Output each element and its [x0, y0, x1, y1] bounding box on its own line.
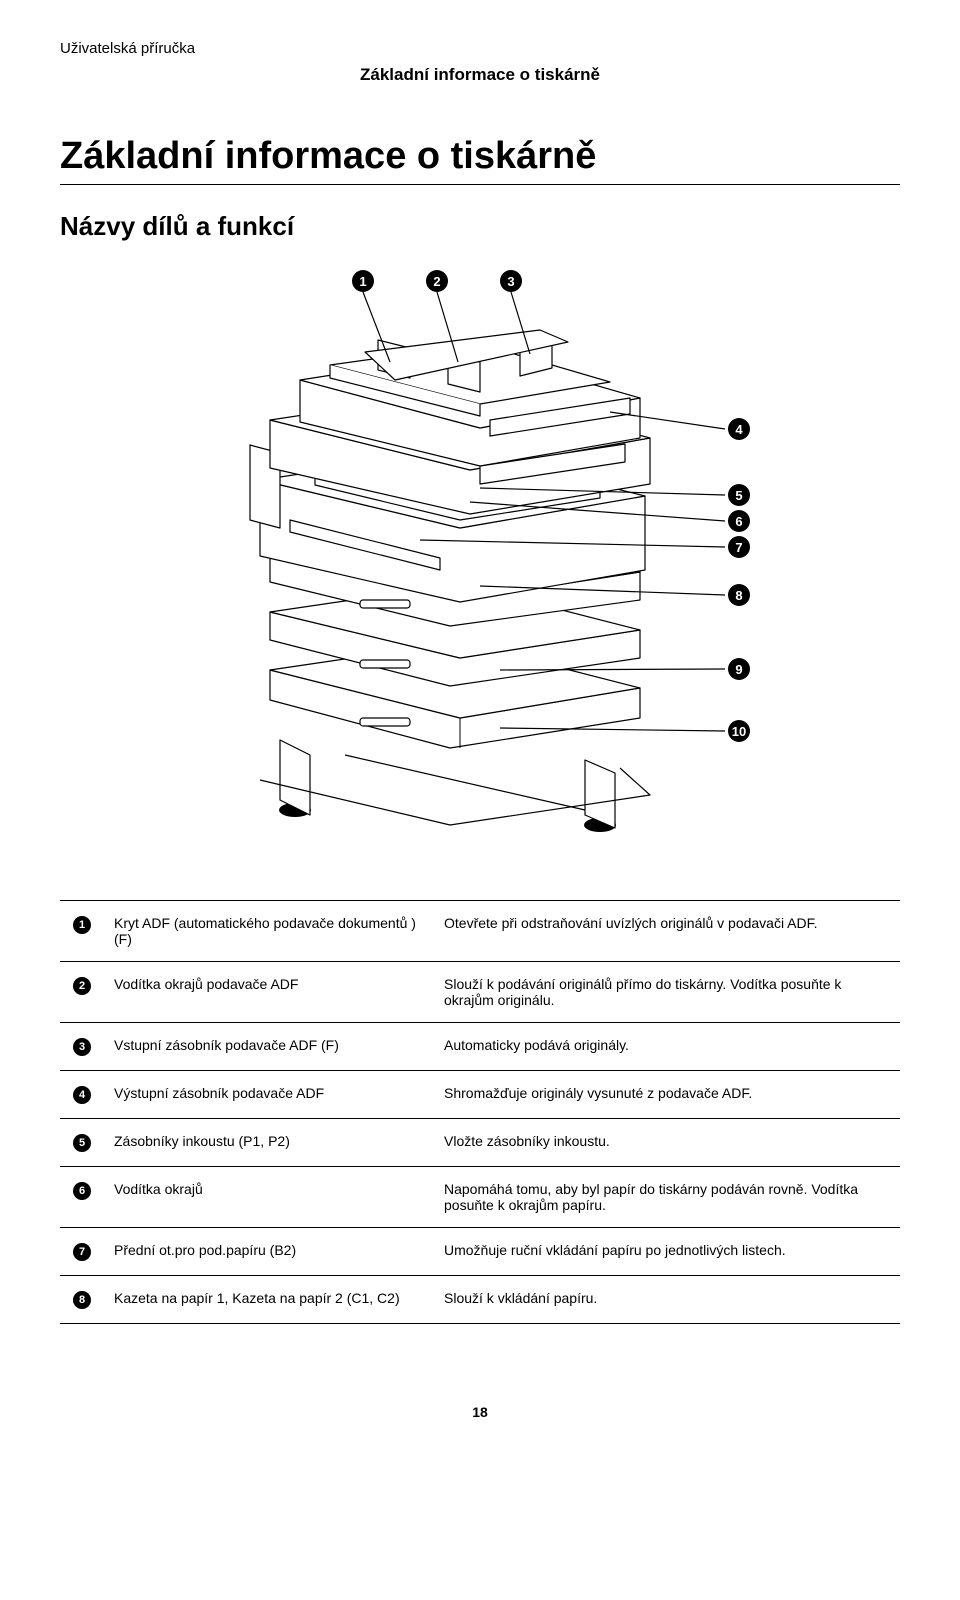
- printer-illustration: [180, 270, 780, 850]
- callout-3: 3: [500, 270, 522, 292]
- part-description: Otevřete při odstraňování uvízlých origi…: [434, 901, 900, 962]
- part-number-cell: 1: [60, 901, 104, 962]
- callout-1: 1: [352, 270, 374, 292]
- callout-10: 10: [728, 720, 750, 742]
- doc-title: Uživatelská příručka: [60, 40, 900, 57]
- part-name: Vodítka okrajů podavače ADF: [104, 962, 434, 1023]
- title-rule: [60, 184, 900, 185]
- part-name: Kazeta na papír 1, Kazeta na papír 2 (C1…: [104, 1276, 434, 1324]
- part-description: Umožňuje ruční vkládání papíru po jednot…: [434, 1228, 900, 1276]
- number-badge: 8: [73, 1291, 91, 1309]
- part-number-cell: 4: [60, 1071, 104, 1119]
- printer-diagram: 1 2 3 4 5 6 7 8 9 10: [180, 270, 780, 850]
- part-name: Výstupní zásobník podavače ADF: [104, 1071, 434, 1119]
- table-row: 1 Kryt ADF (automatického podavače dokume…: [60, 901, 900, 962]
- table-row: 7 Přední ot.pro pod.papíru (B2)Umožňuje r…: [60, 1228, 900, 1276]
- part-name: Vstupní zásobník podavače ADF (F): [104, 1023, 434, 1071]
- callout-9: 9: [728, 658, 750, 680]
- part-description: Vložte zásobníky inkoustu.: [434, 1119, 900, 1167]
- part-name: Vodítka okrajů: [104, 1167, 434, 1228]
- part-name: Kryt ADF (automatického podavače dokumen…: [104, 901, 434, 962]
- table-row: 8 Kazeta na papír 1, Kazeta na papír 2 (C…: [60, 1276, 900, 1324]
- callout-6: 6: [728, 510, 750, 532]
- part-description: Automaticky podává originály.: [434, 1023, 900, 1071]
- table-row: 6 Vodítka okrajůNapomáhá tomu, aby byl pa…: [60, 1167, 900, 1228]
- diagram-container: 1 2 3 4 5 6 7 8 9 10: [60, 270, 900, 850]
- table-row: 2 Vodítka okrajů podavače ADFSlouží k pod…: [60, 962, 900, 1023]
- table-row: 3 Vstupní zásobník podavače ADF (F)Automa…: [60, 1023, 900, 1071]
- part-description: Slouží k podávání originálů přímo do tis…: [434, 962, 900, 1023]
- section-header: Základní informace o tiskárně: [60, 65, 900, 85]
- page-title: Základní informace o tiskárně: [60, 135, 900, 178]
- part-number-cell: 8: [60, 1276, 104, 1324]
- parts-table: 1 Kryt ADF (automatického podavače dokume…: [60, 900, 900, 1324]
- part-number-cell: 3: [60, 1023, 104, 1071]
- number-badge: 7: [73, 1243, 91, 1261]
- table-row: 4 Výstupní zásobník podavače ADFShromažďu…: [60, 1071, 900, 1119]
- part-number-cell: 6: [60, 1167, 104, 1228]
- part-number-cell: 2: [60, 962, 104, 1023]
- subtitle: Názvy dílů a funkcí: [60, 211, 900, 242]
- number-badge: 6: [73, 1182, 91, 1200]
- part-description: Slouží k vkládání papíru.: [434, 1276, 900, 1324]
- part-description: Shromažďuje originály vysunuté z podavač…: [434, 1071, 900, 1119]
- part-description: Napomáhá tomu, aby byl papír do tiskárny…: [434, 1167, 900, 1228]
- number-badge: 3: [73, 1038, 91, 1056]
- callout-2: 2: [426, 270, 448, 292]
- part-name: Přední ot.pro pod.papíru (B2): [104, 1228, 434, 1276]
- part-number-cell: 7: [60, 1228, 104, 1276]
- table-row: 5 Zásobníky inkoustu (P1, P2)Vložte zásob…: [60, 1119, 900, 1167]
- callout-5: 5: [728, 484, 750, 506]
- part-number-cell: 5: [60, 1119, 104, 1167]
- callout-7: 7: [728, 536, 750, 558]
- page-number: 18: [60, 1404, 900, 1420]
- number-badge: 4: [73, 1086, 91, 1104]
- part-name: Zásobníky inkoustu (P1, P2): [104, 1119, 434, 1167]
- callout-8: 8: [728, 584, 750, 606]
- callout-4: 4: [728, 418, 750, 440]
- number-badge: 1: [73, 916, 91, 934]
- number-badge: 5: [73, 1134, 91, 1152]
- number-badge: 2: [73, 977, 91, 995]
